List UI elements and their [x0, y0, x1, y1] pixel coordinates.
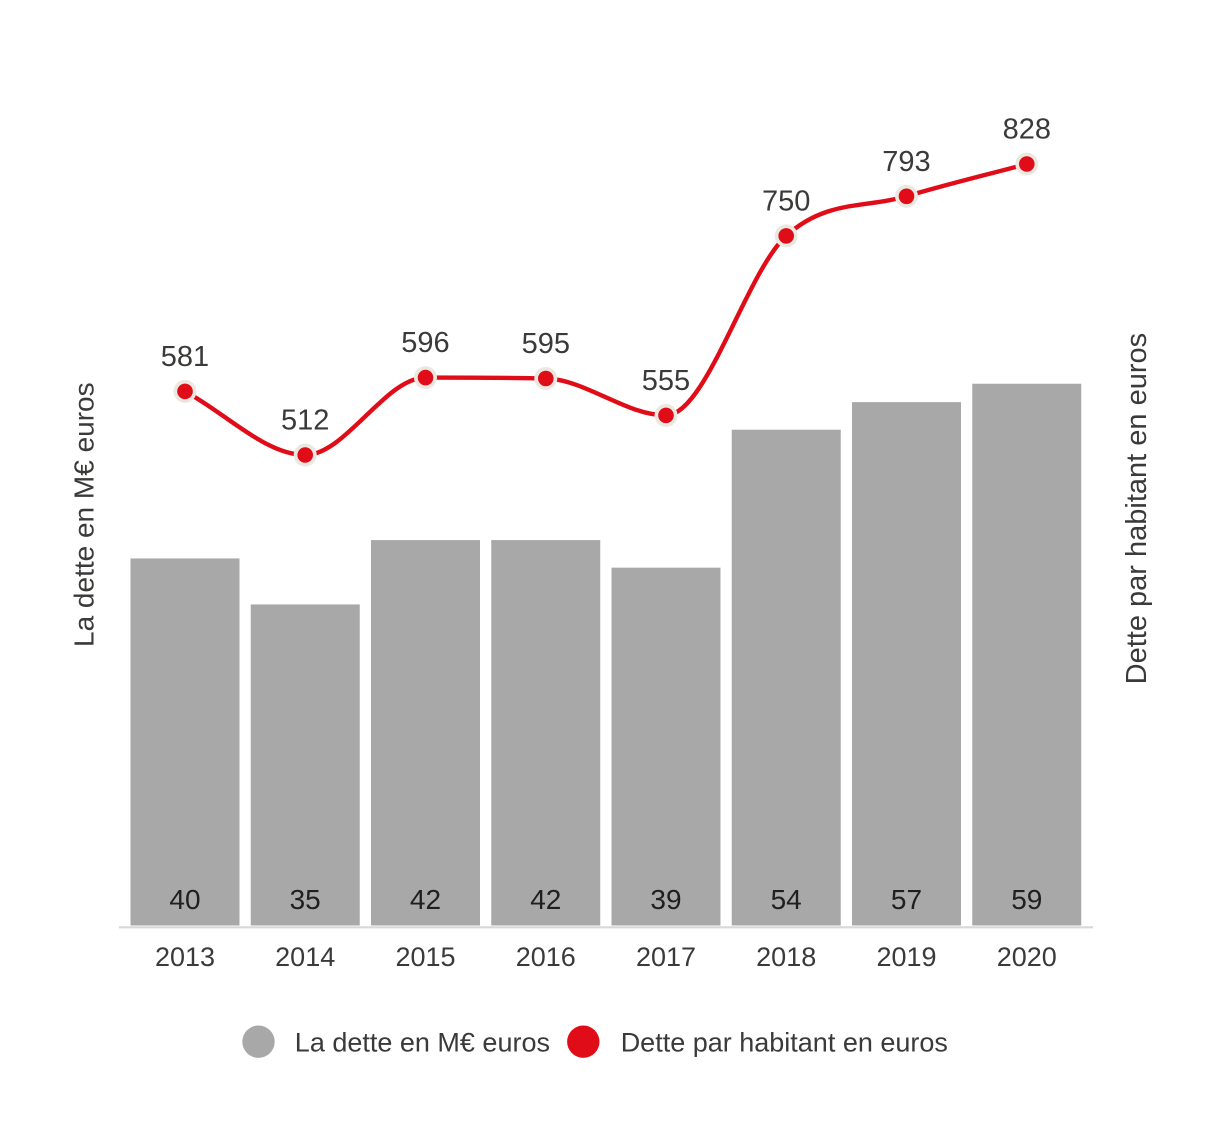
svg-text:2013: 2013: [155, 942, 215, 972]
svg-text:793: 793: [882, 146, 930, 178]
svg-text:2017: 2017: [636, 942, 696, 972]
svg-text:581: 581: [161, 341, 209, 373]
svg-text:512: 512: [281, 405, 329, 437]
svg-text:555: 555: [642, 365, 690, 397]
svg-text:2020: 2020: [997, 942, 1057, 972]
svg-text:35: 35: [290, 884, 321, 915]
svg-text:42: 42: [410, 884, 441, 915]
svg-text:750: 750: [762, 185, 810, 217]
svg-text:54: 54: [771, 884, 802, 915]
svg-text:2015: 2015: [395, 942, 455, 972]
svg-text:2014: 2014: [275, 942, 335, 972]
svg-text:42: 42: [530, 884, 561, 915]
svg-text:828: 828: [1003, 114, 1051, 146]
svg-text:La dette en M€ euros: La dette en M€ euros: [68, 382, 99, 647]
svg-text:39: 39: [650, 884, 681, 915]
svg-text:Dette par habitant en euros: Dette par habitant en euros: [621, 1028, 948, 1058]
svg-text:596: 596: [401, 327, 449, 359]
svg-text:2016: 2016: [516, 942, 576, 972]
svg-text:Dette par habitant en euros: Dette par habitant en euros: [1121, 333, 1153, 684]
svg-text:59: 59: [1011, 884, 1042, 915]
svg-text:2018: 2018: [756, 942, 816, 972]
svg-text:40: 40: [169, 884, 200, 915]
svg-text:57: 57: [891, 884, 922, 915]
svg-text:595: 595: [522, 328, 570, 360]
svg-text:La dette en M€ euros: La dette en M€ euros: [295, 1028, 550, 1058]
svg-text:2019: 2019: [876, 942, 936, 972]
